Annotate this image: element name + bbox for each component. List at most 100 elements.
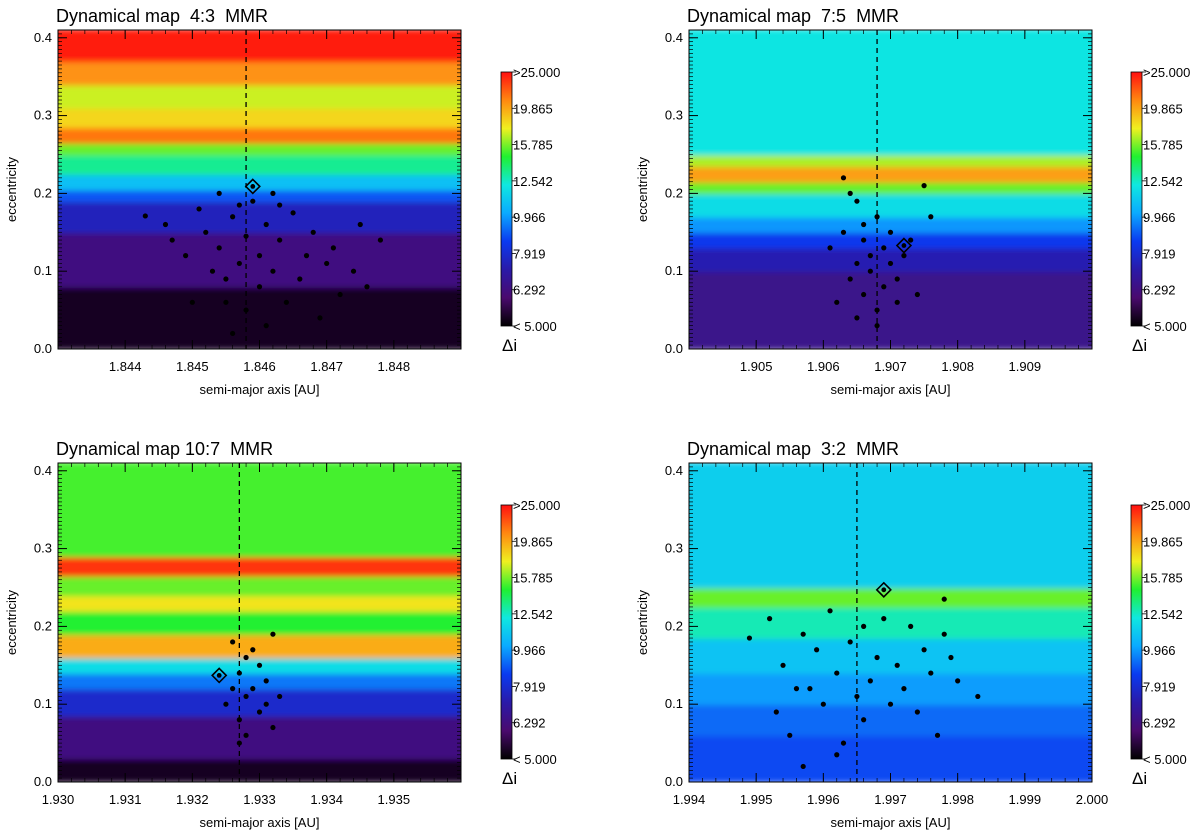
data-point	[216, 245, 222, 251]
data-point	[861, 717, 867, 723]
y-tick-label: 0.2	[665, 185, 683, 200]
x-tick-label: 1.846	[243, 359, 276, 374]
data-point	[840, 229, 847, 235]
data-point	[874, 307, 880, 313]
x-tick-label: 1.995	[740, 792, 773, 807]
heatmap-band	[58, 126, 461, 144]
heatmap-band	[689, 215, 1092, 234]
data-point	[263, 678, 269, 684]
data-point	[894, 662, 900, 668]
heatmap-band	[689, 637, 1092, 675]
data-point	[867, 678, 873, 684]
axes: 1.905 1.906 1.907 1.908 1.909 0.0 0.1 0.2 0.3 0.4	[665, 29, 1093, 374]
heatmap-band	[689, 192, 1092, 218]
colorbar-title: Δi	[1132, 336, 1147, 355]
data-point	[270, 631, 276, 637]
colorbar-label: 7.919	[513, 679, 546, 694]
x-tick-label: 1.847	[310, 359, 343, 374]
x-axis-label: semi-major axis [AU]	[200, 382, 320, 397]
data-point	[881, 284, 887, 290]
x-axis-label: semi-major axis [AU]	[831, 815, 951, 830]
heatmap-bands	[58, 463, 461, 782]
heatmap	[58, 463, 461, 782]
axes: 1.930 1.931 1.932 1.933 1.934 1.935 0.0 0.1 0.2 0…	[34, 462, 462, 807]
y-tick-label: 0.3	[665, 108, 683, 123]
data-point	[350, 268, 357, 274]
data-point	[189, 299, 195, 305]
colorbar-label: < 5.000	[1143, 319, 1187, 334]
chart-title: Dynamical map 10:7 MMR	[56, 439, 273, 459]
data-point	[236, 740, 242, 746]
x-tick-label: 1.998	[941, 792, 974, 807]
x-tick-label: 1.994	[673, 792, 706, 807]
colorbar-label: 6.292	[1143, 283, 1176, 298]
heatmap-band	[58, 153, 461, 175]
y-tick-label: 0.3	[34, 541, 52, 556]
colorbar-label: 19.865	[513, 534, 553, 549]
data-point	[183, 253, 189, 259]
x-tick-label: 1.931	[109, 792, 142, 807]
colorbar-label: 9.966	[1143, 643, 1176, 658]
data-point	[827, 245, 833, 251]
data-point	[861, 237, 867, 243]
heatmap-bands	[689, 463, 1092, 782]
data-point	[250, 198, 256, 204]
x-tick-label: 1.848	[378, 359, 411, 374]
heatmap-band	[689, 463, 1092, 589]
colorbar-title: Δi	[502, 336, 517, 355]
heatmap-band	[58, 231, 461, 288]
y-axis-label: eccentricity	[635, 589, 650, 655]
x-tick-label: 1.932	[176, 792, 209, 807]
data-point	[975, 693, 981, 700]
colorbar-bar	[1130, 71, 1143, 327]
heatmap-band	[58, 555, 461, 577]
x-tick-label: 2.000	[1076, 792, 1109, 807]
y-axis-label: eccentricity	[4, 156, 19, 222]
panel-1: 1.844 1.845 1.846 1.847 1.848 0.0 0.1 0.2 0.3 0.4…	[4, 6, 560, 397]
data-point	[780, 662, 786, 668]
colorbar-label: >25.000	[1143, 65, 1190, 80]
data-point	[867, 253, 873, 259]
y-axis-label: eccentricity	[635, 156, 650, 222]
data-point	[847, 276, 853, 282]
heatmap-band	[58, 172, 461, 191]
data-point	[310, 229, 316, 235]
colorbar-label: 9.966	[513, 210, 546, 225]
panel-3: 1.930 1.931 1.932 1.933 1.934 1.935 0.0 0.1 0.2 0…	[4, 439, 560, 830]
x-tick-label: 1.905	[740, 359, 773, 374]
colorbar-bar	[500, 71, 513, 327]
data-point	[297, 276, 303, 282]
data-point	[223, 276, 229, 282]
data-point	[914, 291, 920, 298]
heatmap-band	[58, 714, 461, 760]
heatmap-band	[58, 83, 461, 109]
marked-object-point	[216, 673, 222, 678]
data-point	[901, 253, 907, 259]
panel-4: 1.994 1.995 1.996 1.997 1.998 1.999 2.000 0.0 0.…	[635, 439, 1190, 830]
colorbar-label: 15.785	[513, 138, 553, 153]
data-point	[290, 210, 296, 216]
data-point	[894, 299, 900, 305]
x-tick-label: 1.907	[874, 359, 907, 374]
heatmap-band	[689, 270, 1092, 349]
data-point	[236, 260, 242, 267]
colorbar-label: 6.292	[513, 283, 546, 298]
x-tick-label: 1.935	[378, 792, 411, 807]
heatmap-band	[689, 30, 1092, 156]
data-point	[894, 276, 900, 282]
colorbar-label: 9.966	[513, 643, 546, 658]
data-point	[142, 213, 148, 219]
data-point	[955, 678, 961, 684]
data-point	[874, 654, 880, 661]
data-point	[250, 647, 256, 653]
data-point	[216, 190, 222, 196]
x-tick-label: 1.845	[176, 359, 209, 374]
colorbar-label: 15.785	[1143, 571, 1183, 586]
data-point	[861, 623, 867, 629]
data-point	[914, 709, 920, 715]
y-tick-label: 0.2	[34, 185, 52, 200]
heatmap-band	[689, 703, 1092, 737]
marked-object-point	[881, 587, 887, 593]
colorbar-label: 9.966	[1143, 210, 1176, 225]
